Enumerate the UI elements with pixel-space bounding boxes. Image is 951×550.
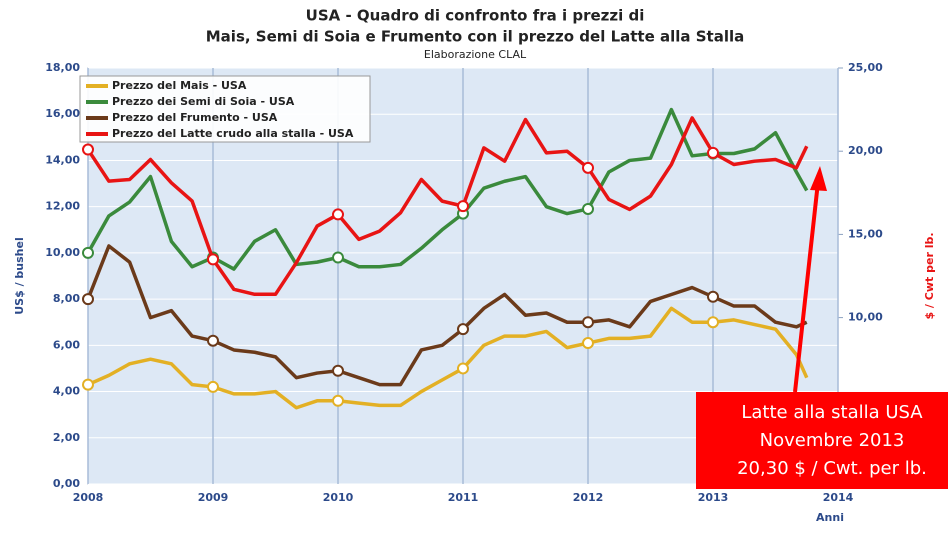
y2-axis-label: $ / Cwt per lb. xyxy=(923,232,936,319)
point-marker xyxy=(707,146,719,159)
x-tick-label: 2014 xyxy=(823,491,854,504)
legend xyxy=(79,75,371,143)
point-marker xyxy=(707,290,719,303)
lines xyxy=(82,107,809,410)
point-marker xyxy=(207,380,219,393)
point-marker xyxy=(82,246,94,259)
legend-items: Prezzo del Mais - USA Prezzo dei Semi di … xyxy=(86,79,354,140)
point-marker xyxy=(582,161,594,174)
y-tick-label: 14,00 xyxy=(45,153,80,166)
point-marker xyxy=(582,316,594,329)
x-axis-label: Anni xyxy=(816,511,844,524)
x-tick-label: 2013 xyxy=(698,491,729,504)
x-tick-label: 2011 xyxy=(448,491,479,504)
point-marker xyxy=(707,316,719,329)
annotation-box xyxy=(696,392,948,489)
legend-label: Prezzo dei Semi di Soia - USA xyxy=(112,95,295,108)
y2-tick-label: 10,00 xyxy=(848,311,883,324)
y-tick-label: 12,00 xyxy=(45,200,80,213)
point-marker xyxy=(82,143,94,156)
y-tick-label: 8,00 xyxy=(53,292,80,305)
point-marker xyxy=(332,364,344,377)
y-tick-label: 2,00 xyxy=(53,431,80,444)
x-tick-label: 2012 xyxy=(573,491,604,504)
chart-title: USA - Quadro di confronto fra i prezzi d… xyxy=(306,7,645,25)
x-tick-label: 2010 xyxy=(323,491,354,504)
point-marker xyxy=(207,253,219,266)
annotation-text: Latte alla stalla USA xyxy=(741,402,923,423)
legend-swatch xyxy=(86,100,108,104)
x-tick-label: 2008 xyxy=(73,491,104,504)
annotation-arrow xyxy=(793,181,820,393)
y-tick-label: 6,00 xyxy=(53,338,80,351)
y-tick-label: 4,00 xyxy=(53,385,80,398)
point-marker xyxy=(582,337,594,350)
legend-swatch xyxy=(86,132,108,136)
legend-label: Prezzo del Latte crudo alla stalla - USA xyxy=(112,127,354,140)
chart-subtitle: Elaborazione CLAL xyxy=(424,48,527,61)
annotation-text: Novembre 2013 xyxy=(760,430,905,451)
point-marker xyxy=(457,200,469,213)
y2-tick-label: 25,00 xyxy=(848,61,883,74)
legend-swatch xyxy=(86,84,108,88)
point-marker xyxy=(207,334,219,347)
y2-tick-label: 20,00 xyxy=(848,144,883,157)
x-tick-label: 2009 xyxy=(198,491,229,504)
legend-label: Prezzo del Frumento - USA xyxy=(112,111,278,124)
point-marker xyxy=(82,293,94,306)
point-marker xyxy=(332,251,344,264)
chart-title: Mais, Semi di Soia e Frumento con il pre… xyxy=(206,28,744,46)
y2-tick-label: 15,00 xyxy=(848,227,883,240)
y-axis-label: US$ / bushel xyxy=(13,237,26,315)
legend-label: Prezzo del Mais - USA xyxy=(112,79,247,92)
point-marker xyxy=(82,378,94,391)
point-marker xyxy=(332,208,344,221)
annotation-arrowhead xyxy=(810,166,827,191)
point-marker xyxy=(332,394,344,407)
point-marker xyxy=(457,323,469,336)
series-line xyxy=(86,116,809,297)
y-tick-label: 0,00 xyxy=(53,477,80,490)
y-tick-label: 10,00 xyxy=(45,246,80,259)
legend-swatch xyxy=(86,116,108,120)
point-marker xyxy=(457,362,469,375)
point-marker xyxy=(582,202,594,215)
y-tick-label: 16,00 xyxy=(45,107,80,120)
annotation-text: 20,30 $ / Cwt. per lb. xyxy=(737,458,927,479)
y-tick-label: 18,00 xyxy=(45,61,80,74)
